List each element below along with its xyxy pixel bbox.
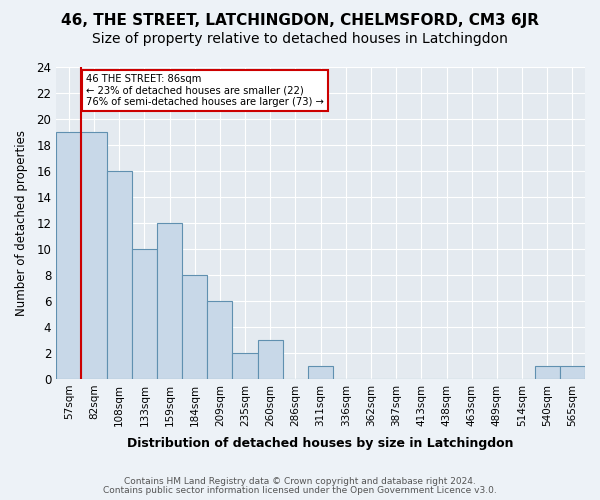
Bar (82, 132, 107, 379)
Bar (535, 366, 560, 379)
Text: Contains public sector information licensed under the Open Government Licence v3: Contains public sector information licen… (103, 486, 497, 495)
Bar (560, 366, 585, 379)
Y-axis label: Number of detached properties: Number of detached properties (15, 130, 28, 316)
Text: Size of property relative to detached houses in Latchingdon: Size of property relative to detached ho… (92, 32, 508, 46)
Bar (132, 249, 157, 379)
Bar (157, 223, 182, 379)
Bar (56, 132, 82, 379)
Text: 46, THE STREET, LATCHINGDON, CHELMSFORD, CM3 6JR: 46, THE STREET, LATCHINGDON, CHELMSFORD,… (61, 12, 539, 28)
Bar (107, 172, 132, 379)
X-axis label: Distribution of detached houses by size in Latchingdon: Distribution of detached houses by size … (127, 437, 514, 450)
Bar (257, 340, 283, 379)
Bar (182, 275, 207, 379)
Text: 46 THE STREET: 86sqm
← 23% of detached houses are smaller (22)
76% of semi-detac: 46 THE STREET: 86sqm ← 23% of detached h… (86, 74, 324, 107)
Text: Contains HM Land Registry data © Crown copyright and database right 2024.: Contains HM Land Registry data © Crown c… (124, 477, 476, 486)
Bar (232, 353, 257, 379)
Bar (308, 366, 333, 379)
Bar (207, 301, 232, 379)
